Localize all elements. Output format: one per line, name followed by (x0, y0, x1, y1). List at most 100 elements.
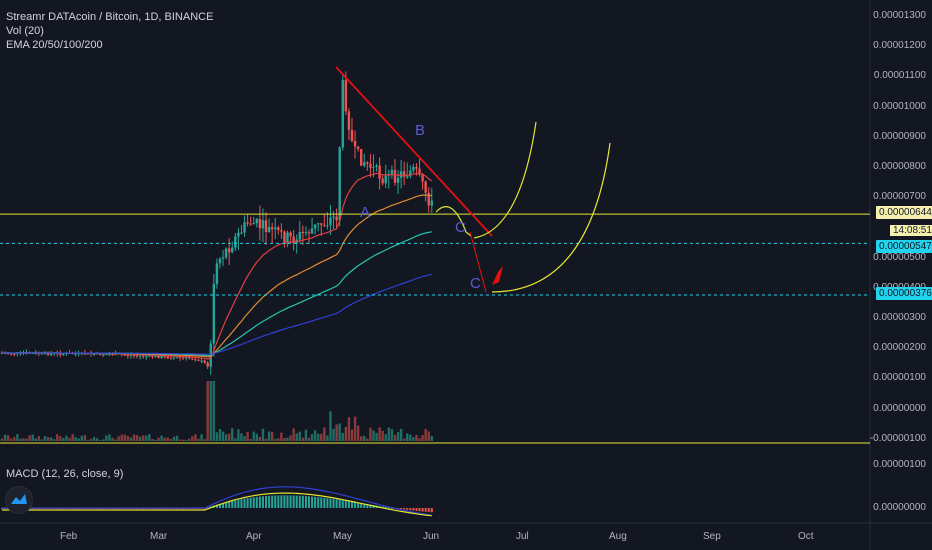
volume-bar (255, 433, 259, 441)
candle-body (418, 168, 421, 175)
volume-bar (31, 434, 34, 441)
macd-histogram-bar (424, 508, 427, 512)
macd-histogram-bar (298, 495, 301, 508)
candle-body (111, 354, 114, 356)
volume-bar (203, 439, 206, 441)
volume-bar (359, 436, 363, 441)
volume-bar (89, 439, 93, 441)
candle-body (13, 353, 16, 355)
volume-bar (301, 437, 305, 441)
candle-body (148, 354, 151, 357)
candle-body (129, 355, 133, 357)
volume-bar (163, 437, 166, 441)
volume-bar (310, 434, 314, 441)
macd-histogram-bar (427, 508, 430, 513)
volume-bar (430, 436, 433, 441)
price-axis-label: 0.00000500 (873, 251, 926, 263)
candle-body (166, 356, 169, 359)
candle-body (49, 353, 53, 355)
macd-histogram-bar (295, 495, 298, 508)
macd-histogram-bar (246, 498, 249, 508)
macd-pane (1, 486, 433, 517)
candle-body (390, 169, 394, 175)
volume-legend[interactable]: Vol (20) (6, 25, 44, 37)
symbol-title[interactable]: Streamr DATAcoin / Bitcoin, 1D, BINANCE (6, 11, 214, 23)
volume-bar (320, 433, 323, 441)
candle-body (178, 357, 182, 359)
macd-axis-label: 0.00000100 (873, 459, 926, 470)
volume-bar (135, 435, 139, 441)
volume-bar (3, 434, 7, 441)
macd-histogram-bar (384, 506, 387, 508)
candle-body (332, 216, 335, 218)
projection-up-2 (491, 142, 611, 293)
macd-histogram-bar (283, 495, 286, 508)
macd-legend[interactable]: MACD (12, 26, close, 9) (6, 468, 124, 480)
candle-body (307, 232, 311, 234)
volume-bar (120, 434, 123, 441)
volume-bar (16, 434, 19, 441)
ema-legend[interactable]: EMA 20/50/100/200 (6, 39, 103, 51)
candle-body (350, 129, 354, 142)
volume-bar (344, 426, 348, 441)
wave-label-c-upper: C (455, 219, 466, 236)
price-axis-label: 0.00000800 (873, 161, 926, 172)
time-axis-label: Feb (60, 531, 78, 542)
macd-histogram-bar (237, 499, 240, 508)
candle-body (341, 80, 344, 148)
macd-histogram-bar (311, 496, 314, 508)
descending-trendline (335, 66, 493, 237)
volume-bar (95, 438, 99, 441)
volume-bar (71, 434, 74, 441)
volume-bar (99, 439, 102, 441)
volume-bar (34, 438, 37, 441)
volume-bar (338, 423, 341, 441)
price-axis-label: -0.00000100 (869, 432, 926, 444)
price-axis-label: 0.00001300 (873, 10, 926, 21)
candle-body (191, 358, 194, 360)
volume-bar (178, 439, 182, 441)
volume-bar (231, 428, 234, 441)
volume-bar (105, 435, 108, 441)
wave-label-b: B (415, 122, 426, 139)
macd-signal-line (2, 492, 432, 517)
candlesticks (0, 71, 433, 375)
macd-histogram-bar (347, 501, 350, 508)
macd-histogram-bar (209, 506, 212, 508)
volume-bar (286, 437, 289, 441)
volume-bar (341, 432, 344, 441)
candle-body (317, 223, 320, 225)
volume-bar (68, 437, 71, 441)
macd-histogram-bar (255, 496, 258, 508)
macd-histogram-bar (329, 498, 332, 508)
macd-histogram-bar (357, 502, 360, 508)
volume-bar (283, 438, 286, 441)
candle-body (270, 227, 274, 230)
candle-body (132, 355, 136, 357)
candle-body (335, 216, 338, 221)
volume-bar (172, 436, 176, 441)
candle-body (240, 232, 243, 234)
macd-histogram-bar (418, 508, 421, 512)
macd-histogram-bar (304, 496, 307, 508)
volume-bar (22, 438, 25, 441)
volume-bar (264, 438, 268, 441)
tradingview-logo-icon[interactable] (5, 486, 33, 514)
macd-histogram-bar (258, 496, 261, 508)
volume-bar (234, 438, 237, 441)
level-tag-1: 0.00000547 (876, 240, 932, 253)
volume-bar (132, 434, 136, 441)
volume-bar (74, 437, 77, 441)
volume-bar (77, 438, 80, 441)
volume-bar (363, 435, 366, 441)
volume-bar (274, 438, 277, 441)
macd-histogram-bar (381, 506, 384, 508)
time-axis-label: Jul (516, 531, 529, 542)
volume-bar (332, 428, 335, 441)
volume-bar (92, 437, 96, 441)
candle-body (338, 147, 341, 221)
ema-200-line (2, 273, 432, 355)
volume-bar (111, 437, 114, 441)
macd-histogram-bar (335, 499, 338, 508)
